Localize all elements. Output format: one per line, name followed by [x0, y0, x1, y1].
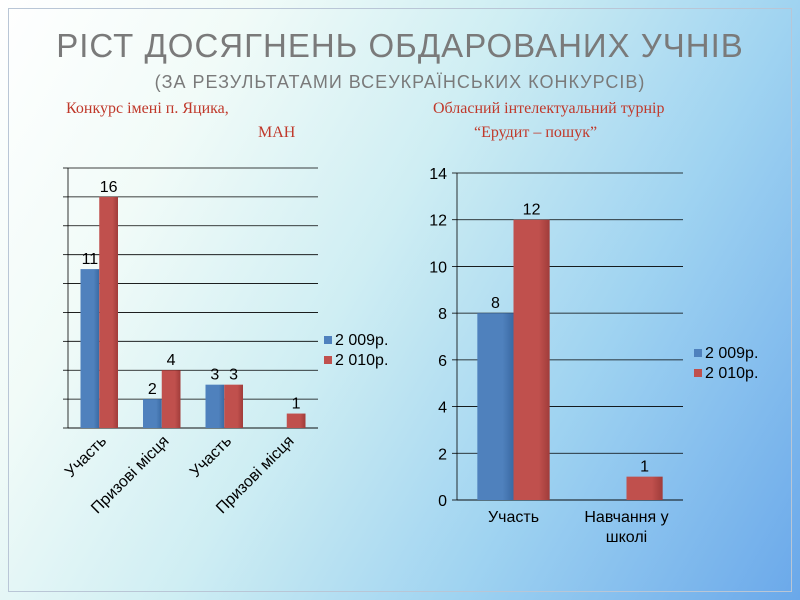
- left-chart-heading-line1: Конкурс імені п. Яцика,: [66, 100, 229, 117]
- x-tick-label: школі: [606, 529, 647, 546]
- y-tick-label: 14: [429, 166, 447, 183]
- bar: [224, 384, 243, 428]
- data-label: 1: [292, 396, 301, 413]
- bar: [513, 219, 550, 500]
- data-label: 16: [100, 179, 118, 196]
- left-chart-heading-line2: МАН: [258, 124, 296, 141]
- bar: [205, 384, 225, 428]
- y-tick-label: 12: [429, 213, 447, 230]
- bar: [477, 313, 514, 500]
- slide-frame: [8, 8, 792, 592]
- bar: [626, 476, 663, 500]
- data-label: 4: [167, 352, 176, 369]
- data-label: 8: [491, 295, 500, 312]
- bar: [143, 399, 162, 428]
- bar: [80, 269, 100, 428]
- legend-swatch: [694, 369, 702, 377]
- y-tick-label: 4: [438, 400, 447, 417]
- legend-swatch: [324, 356, 332, 364]
- y-tick-label: 10: [429, 259, 447, 276]
- legend-label: 2 010р.: [335, 352, 388, 369]
- bar: [161, 370, 181, 428]
- y-tick-label: 2: [438, 446, 447, 463]
- legend-label: 2 009р.: [705, 345, 758, 362]
- x-tick-label: Участь: [488, 509, 539, 526]
- bar: [286, 413, 306, 428]
- x-tick-label: Навчання у: [584, 509, 668, 526]
- data-label: 3: [229, 367, 238, 384]
- slide-title: РІСТ ДОСЯГНЕНЬ ОБДАРОВАНИХ УЧНІВ: [56, 27, 744, 64]
- legend-swatch: [324, 336, 332, 344]
- right-chart-heading-line2: “Ерудит – пошук”: [474, 124, 598, 141]
- data-label: 3: [210, 367, 219, 384]
- slide-subtitle: (ЗА РЕЗУЛЬТАТАМИ ВСЕУКРАЇНСЬКИХ КОНКУРСІ…: [154, 72, 646, 92]
- right-chart-heading-line1: Обласний інтелектуальний турнір: [433, 100, 665, 117]
- data-label: 11: [82, 251, 99, 268]
- data-label: 12: [523, 202, 541, 219]
- legend-label: 2 009р.: [335, 332, 388, 349]
- y-tick-label: 6: [438, 353, 447, 370]
- legend-label: 2 010р.: [705, 365, 758, 382]
- legend-swatch: [694, 349, 702, 357]
- data-label: 2: [148, 381, 157, 398]
- bar: [99, 196, 118, 428]
- y-tick-label: 8: [438, 306, 447, 323]
- y-tick-label: 0: [438, 493, 447, 510]
- data-label: 1: [640, 459, 649, 476]
